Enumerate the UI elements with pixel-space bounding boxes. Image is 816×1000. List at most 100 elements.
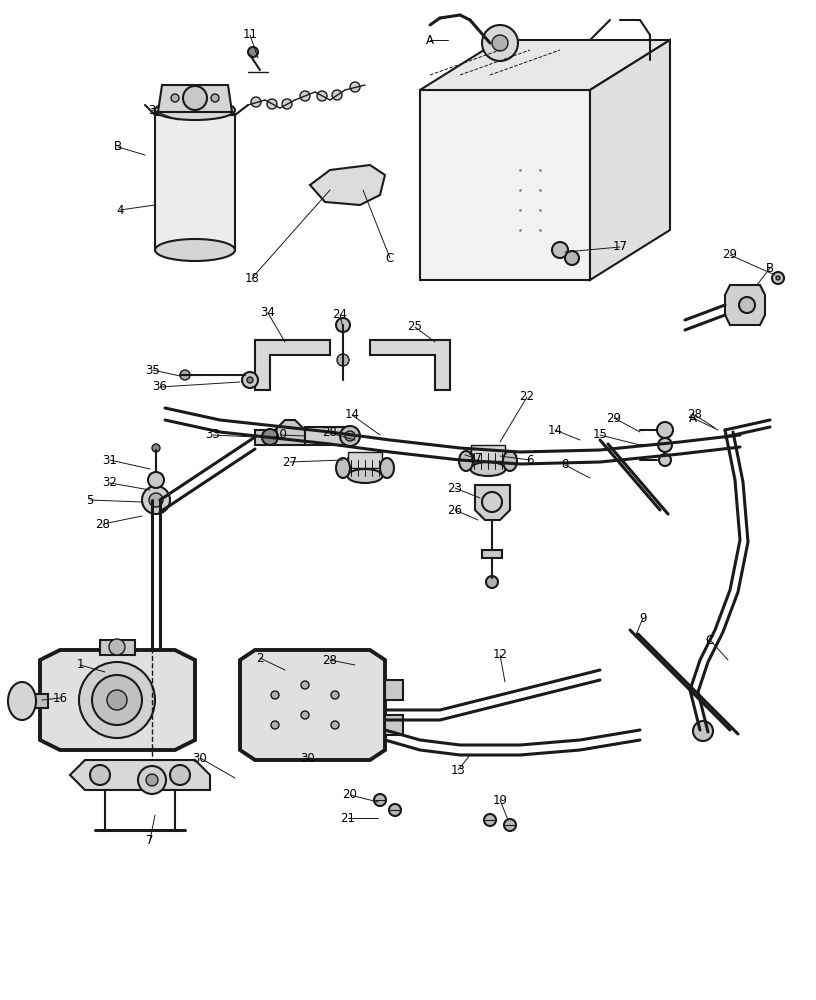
Ellipse shape: [503, 451, 517, 471]
Circle shape: [171, 94, 179, 102]
Circle shape: [109, 639, 125, 655]
Text: 28: 28: [95, 518, 110, 530]
Text: 35: 35: [145, 363, 161, 376]
Text: 3: 3: [149, 104, 156, 116]
Bar: [348, 452, 382, 468]
Ellipse shape: [8, 682, 36, 720]
Text: 26: 26: [447, 504, 463, 516]
Circle shape: [657, 422, 673, 438]
Ellipse shape: [380, 458, 394, 478]
Text: 32: 32: [103, 477, 118, 489]
Circle shape: [504, 819, 516, 831]
Text: 20: 20: [343, 788, 357, 802]
Circle shape: [79, 662, 155, 738]
Circle shape: [486, 576, 498, 588]
Circle shape: [152, 444, 160, 452]
Bar: [155, 115, 235, 250]
Circle shape: [300, 91, 310, 101]
Ellipse shape: [155, 104, 235, 126]
Text: 5: 5: [86, 493, 94, 506]
Text: 23: 23: [447, 482, 463, 494]
Text: 25: 25: [407, 320, 423, 334]
Polygon shape: [255, 340, 330, 390]
Text: C: C: [386, 251, 394, 264]
Circle shape: [492, 35, 508, 51]
Circle shape: [332, 90, 342, 100]
Polygon shape: [70, 760, 210, 790]
Polygon shape: [240, 650, 385, 760]
Circle shape: [271, 721, 279, 729]
Circle shape: [484, 814, 496, 826]
Circle shape: [247, 377, 253, 383]
Circle shape: [301, 681, 309, 689]
Circle shape: [142, 486, 170, 514]
Circle shape: [739, 297, 755, 313]
Polygon shape: [158, 85, 232, 112]
Circle shape: [211, 94, 219, 102]
Text: 30: 30: [300, 752, 315, 764]
Bar: [482, 550, 502, 558]
Polygon shape: [370, 340, 450, 390]
Text: 30: 30: [193, 752, 207, 764]
Circle shape: [389, 804, 401, 816]
Text: 36: 36: [153, 380, 167, 393]
Circle shape: [149, 493, 163, 507]
Circle shape: [146, 774, 158, 786]
Text: 11: 11: [242, 28, 258, 41]
Ellipse shape: [459, 451, 473, 471]
Text: 14: 14: [344, 408, 360, 422]
Text: 14: 14: [548, 424, 562, 436]
Circle shape: [183, 86, 207, 110]
Polygon shape: [725, 285, 765, 325]
Circle shape: [282, 99, 292, 109]
Polygon shape: [40, 650, 195, 750]
Text: 18: 18: [245, 271, 259, 284]
Circle shape: [267, 99, 277, 109]
Text: 22: 22: [520, 390, 534, 403]
Text: 31: 31: [103, 454, 118, 466]
Circle shape: [374, 794, 386, 806]
Circle shape: [138, 766, 166, 794]
Circle shape: [148, 472, 164, 488]
Circle shape: [336, 318, 350, 332]
Bar: [385, 715, 403, 735]
Polygon shape: [475, 485, 510, 520]
Text: 15: 15: [592, 428, 607, 442]
Text: 16: 16: [52, 692, 68, 704]
Circle shape: [170, 765, 190, 785]
Text: 13: 13: [450, 764, 465, 776]
Text: 34: 34: [260, 306, 276, 320]
Circle shape: [552, 242, 568, 258]
Text: 2: 2: [256, 652, 264, 664]
Text: 27: 27: [468, 452, 482, 464]
Bar: [385, 680, 403, 700]
Polygon shape: [255, 420, 305, 445]
Text: 27: 27: [282, 456, 298, 468]
Circle shape: [340, 426, 360, 446]
Polygon shape: [590, 40, 670, 280]
Bar: [100, 640, 135, 655]
Text: 1: 1: [76, 658, 84, 672]
Text: 24: 24: [332, 308, 348, 322]
Bar: [20, 694, 48, 708]
Ellipse shape: [471, 462, 505, 476]
Text: 7: 7: [146, 834, 153, 846]
Text: 28: 28: [322, 426, 338, 440]
Text: A: A: [689, 412, 697, 424]
Circle shape: [345, 431, 355, 441]
Text: 8: 8: [561, 458, 569, 472]
Ellipse shape: [471, 446, 505, 460]
Circle shape: [565, 251, 579, 265]
Circle shape: [180, 370, 190, 380]
Circle shape: [776, 276, 780, 280]
Text: 33: 33: [206, 428, 220, 442]
Bar: [305, 427, 350, 445]
Text: 28: 28: [688, 408, 703, 422]
Circle shape: [331, 691, 339, 699]
Circle shape: [262, 429, 278, 445]
Circle shape: [242, 372, 258, 388]
Text: A: A: [426, 33, 434, 46]
Circle shape: [248, 47, 258, 57]
Text: 9: 9: [639, 611, 647, 624]
Circle shape: [301, 711, 309, 719]
